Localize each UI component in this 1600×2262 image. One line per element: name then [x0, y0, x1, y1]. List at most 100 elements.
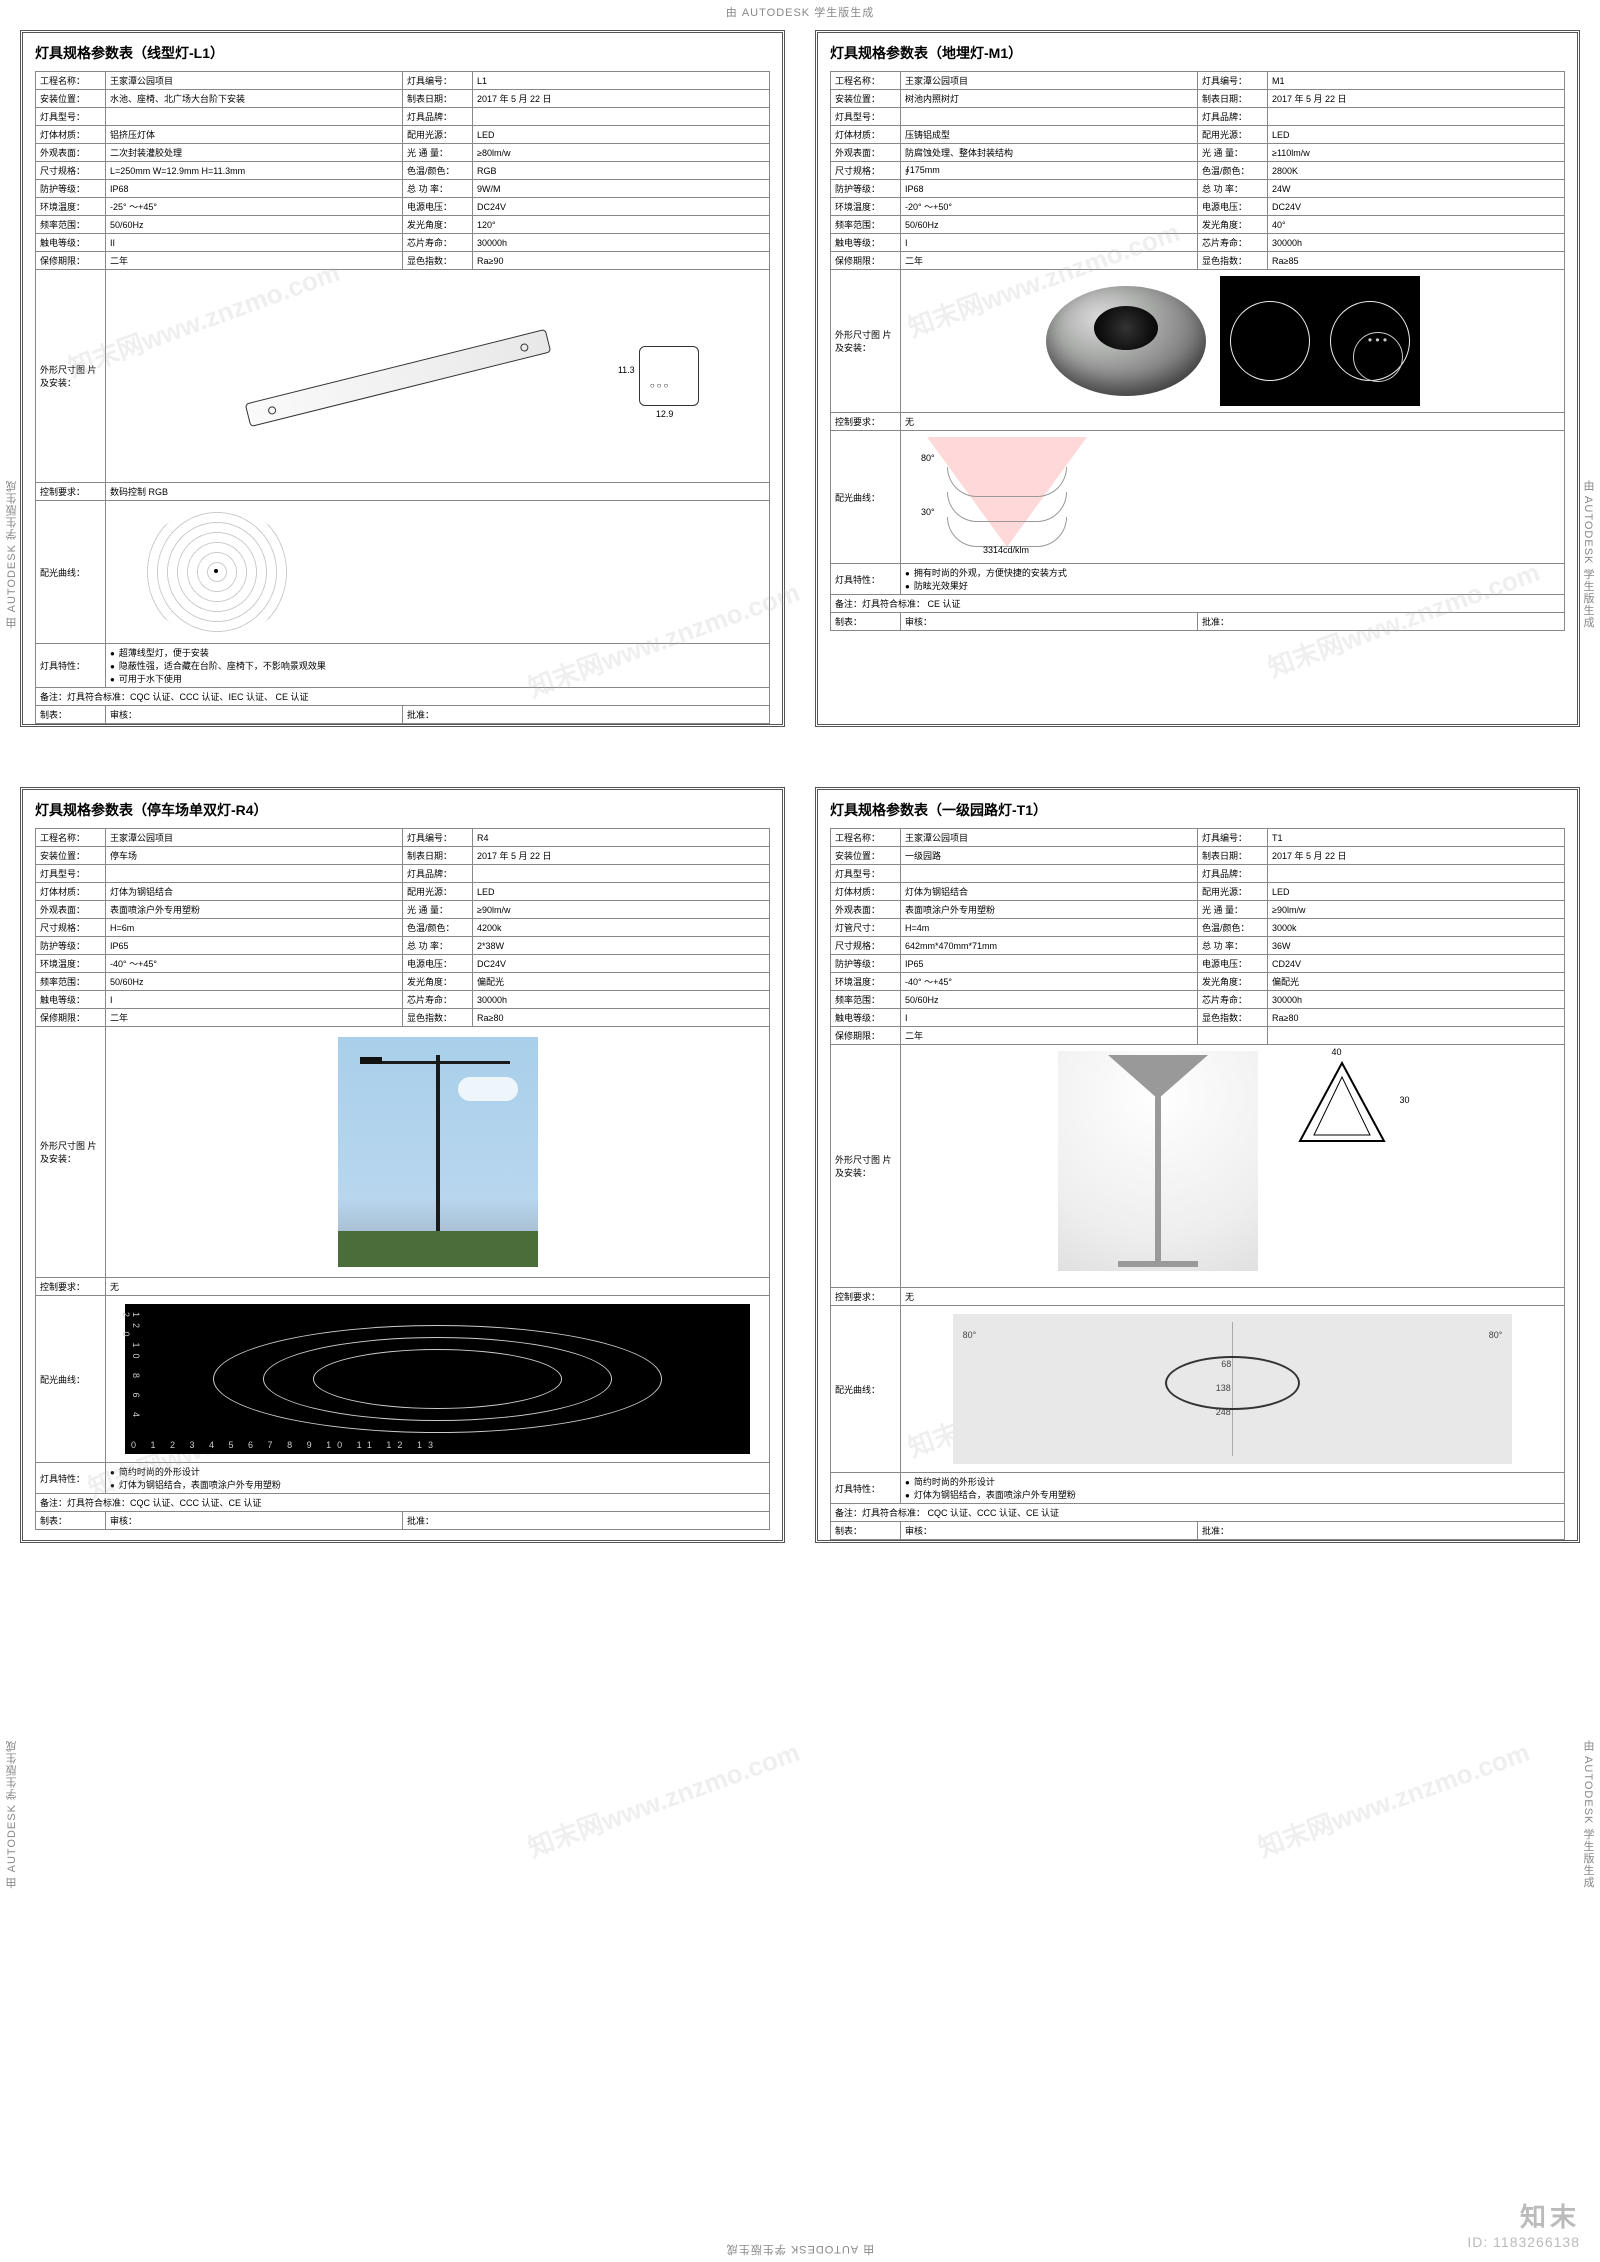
- value: 压铸铝成型: [901, 126, 1198, 144]
- maker: 制表：: [831, 1522, 901, 1540]
- iso-label: 248: [1216, 1407, 1231, 1417]
- label: 色温/颜色：: [1198, 162, 1268, 180]
- value: LED: [1268, 126, 1565, 144]
- label: 灯体材质：: [36, 126, 106, 144]
- buried-dimension-draw: [1220, 276, 1420, 406]
- label: 外观表面：: [36, 144, 106, 162]
- blank: [1198, 1027, 1268, 1045]
- label: 安装位置：: [36, 90, 106, 108]
- section-drawing: ○○○ 11.3 12.9: [639, 346, 699, 406]
- value: 灯具符合标准：CQC 认证、CCC 认证、IEC 认证、 CE 认证: [67, 692, 309, 702]
- value: 停车场: [106, 847, 403, 865]
- label: 控制要求：: [831, 413, 901, 431]
- value: IP65: [901, 955, 1198, 973]
- beam-cone-diagram: 80° 30° 3314cd/klm: [927, 437, 1087, 557]
- checker: 审核：: [901, 613, 1198, 631]
- features-cell: 拥有时尚的外观，方便快捷的安装方式 防眩光效果好: [901, 564, 1565, 595]
- value: -20° ～+50°: [901, 198, 1198, 216]
- brand-watermark: 知末 ID: 1183266138: [1467, 2197, 1580, 2250]
- label: 尺寸规格：: [36, 162, 106, 180]
- garden-lamp-illustration: 40 30: [907, 1051, 1558, 1281]
- maker: 制表：: [36, 1512, 106, 1530]
- value: ≥90lm/w: [1268, 901, 1565, 919]
- label: 光 通 量：: [403, 901, 473, 919]
- value: Ra≥85: [1268, 252, 1565, 270]
- buried-light-illustration: [907, 276, 1558, 406]
- value: 3000k: [1268, 919, 1565, 937]
- value: ≥90lm/w: [473, 901, 770, 919]
- value: LED: [1268, 883, 1565, 901]
- label: 灯具型号：: [36, 108, 106, 126]
- label: 灯体材质：: [36, 883, 106, 901]
- label: 灯具品牌：: [1198, 108, 1268, 126]
- angle-30: 30°: [921, 507, 935, 517]
- value: 642mm*470mm*71mm: [901, 937, 1198, 955]
- label: 尺寸规格：: [36, 919, 106, 937]
- dim-30: 30: [1399, 1095, 1409, 1105]
- value: 偏配光: [1268, 973, 1565, 991]
- feature-item: 拥有时尚的外观，方便快捷的安装方式: [905, 566, 1560, 579]
- value: 数码控制 RGB: [106, 483, 770, 501]
- label: 工程名称：: [831, 829, 901, 847]
- spec-sheet-l1: 灯具规格参数表（线型灯-L1） 工程名称： 王家潭公园项目 灯具编号： L1 安…: [20, 30, 785, 727]
- value: [1268, 865, 1565, 883]
- label: 频率范围：: [831, 216, 901, 234]
- label: 灯具编号：: [1198, 829, 1268, 847]
- value: 2017 年 5 月 22 日: [473, 847, 770, 865]
- label: 防护等级：: [36, 937, 106, 955]
- value: [901, 108, 1198, 126]
- iso-label: 138: [1216, 1383, 1231, 1393]
- label: 发光角度：: [1198, 973, 1268, 991]
- label: 防护等级：: [831, 955, 901, 973]
- sheet-title: 灯具规格参数表（一级园路灯-T1）: [830, 800, 1565, 820]
- value: 偏配光: [473, 973, 770, 991]
- sheet-title: 灯具规格参数表（地埋灯-M1）: [830, 43, 1565, 63]
- value: 铝挤压灯体: [106, 126, 403, 144]
- value: IP68: [106, 180, 403, 198]
- label: 总 功 率：: [403, 180, 473, 198]
- label: 灯具型号：: [831, 865, 901, 883]
- label: 保修期限：: [831, 252, 901, 270]
- value: [106, 865, 403, 883]
- spec-table: 工程名称：王家潭公园项目灯具编号：R4 安装位置：停车场制表日期：2017 年 …: [35, 828, 770, 1530]
- label: 芯片寿命：: [403, 991, 473, 1009]
- value: 灯具符合标准： CE 认证: [862, 599, 961, 609]
- value: 表面喷涂户外专用塑粉: [106, 901, 403, 919]
- label: 总 功 率：: [1198, 937, 1268, 955]
- value: Ra≥80: [1268, 1009, 1565, 1027]
- value: T1: [1268, 829, 1565, 847]
- strip-light-drawing: [244, 329, 550, 427]
- label: 配用光源：: [403, 883, 473, 901]
- label: 控制要求：: [36, 483, 106, 501]
- value: [901, 865, 1198, 883]
- value: [473, 108, 770, 126]
- label: 外观表面：: [36, 901, 106, 919]
- value: 2017 年 5 月 22 日: [473, 90, 770, 108]
- lamp-render: [1058, 1051, 1258, 1271]
- label: 保修期限：: [36, 1009, 106, 1027]
- label: 外形尺寸图 片及安装：: [36, 270, 106, 483]
- isolux-diagram: 12 10 8 6 4 2 0 0 1 2 3 4 5 6 7 8 9 10 1…: [125, 1304, 750, 1454]
- feature-item: 灯体为钢铝结合，表面喷涂户外专用塑粉: [110, 1478, 765, 1491]
- label: 灯具型号：: [36, 865, 106, 883]
- label: 制表日期：: [1198, 847, 1268, 865]
- label: 安装位置：: [831, 90, 901, 108]
- label: 配光曲线：: [36, 501, 106, 644]
- note-cell: 备注：灯具符合标准： CQC 认证、CCC 认证、CE 认证: [831, 1504, 1565, 1522]
- value: 王家潭公园项目: [901, 72, 1198, 90]
- value: H=4m: [901, 919, 1198, 937]
- label: 频率范围：: [36, 216, 106, 234]
- label: 外观表面：: [831, 901, 901, 919]
- label: 外形尺寸图 片及安装：: [831, 270, 901, 413]
- value: 无: [901, 1288, 1565, 1306]
- label: 灯具品牌：: [1198, 865, 1268, 883]
- value: 50/60Hz: [901, 216, 1198, 234]
- value: 二年: [106, 252, 403, 270]
- label: 频率范围：: [36, 973, 106, 991]
- label: 触电等级：: [36, 234, 106, 252]
- label: 外观表面：: [831, 144, 901, 162]
- face-circle: [1230, 301, 1310, 381]
- label: 发光角度：: [403, 973, 473, 991]
- edge-marker-right1: 由 AUTODESK 学生版生成: [1580, 480, 1596, 628]
- edge-marker-bottom: 由 AUTODESK 学生版生成: [726, 2242, 874, 2258]
